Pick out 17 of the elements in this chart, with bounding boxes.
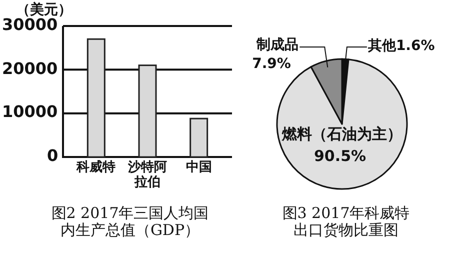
slice-label: 制成品 — [256, 37, 299, 54]
text: 图3 2017年科威特出口货物比重图 — [281, 204, 411, 240]
slice-label: 其他1.6% — [368, 38, 435, 54]
x-tick-label: 沙特阿拉伯 — [127, 160, 168, 191]
y-tick-label: 0 — [47, 146, 58, 166]
y-axis-title: （美元） — [16, 2, 72, 18]
x-tick-label: 科威特 — [75, 160, 117, 176]
text: 图2 2017年三国人均国内生产总值（GDP） — [50, 204, 210, 240]
data-label: 7.9% — [252, 56, 291, 72]
slice-label: 燃料（石油为主） — [282, 125, 402, 144]
bar — [138, 64, 157, 158]
bar — [190, 118, 208, 158]
y-tick-label: 20000 — [2, 58, 58, 78]
y-tick-label: 10000 — [2, 102, 58, 122]
bar — [86, 38, 106, 158]
x-tick-label: 中国 — [184, 160, 213, 176]
data-label: 90.5% — [314, 147, 366, 166]
